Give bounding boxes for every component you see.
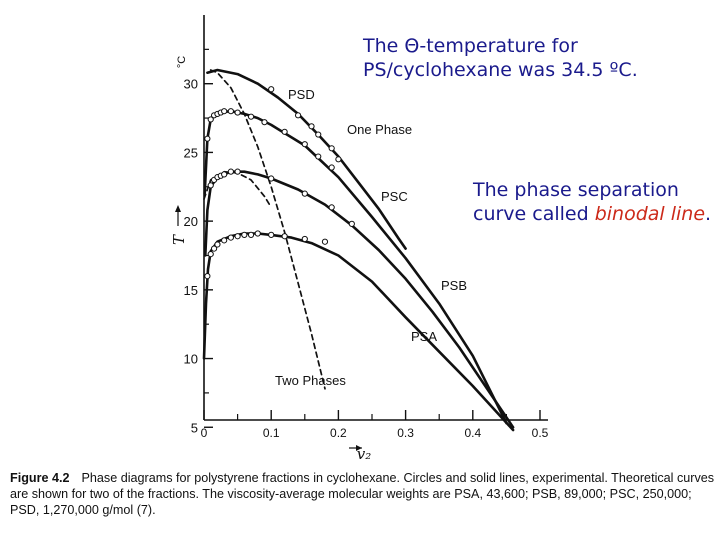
y-tick-label: 15 bbox=[184, 283, 198, 298]
psb-point bbox=[207, 116, 214, 123]
psc-point bbox=[221, 171, 228, 178]
annotation-psc: PSC bbox=[381, 189, 408, 204]
theory-4-curve bbox=[209, 69, 326, 390]
psc-point bbox=[301, 190, 308, 197]
theta-temperature-note: The Θ-temperature for PS/cyclohexane was… bbox=[363, 34, 638, 82]
psa-point bbox=[321, 238, 329, 245]
psd-point bbox=[315, 131, 322, 138]
data-points bbox=[204, 86, 355, 280]
y-tick-label: 10 bbox=[184, 352, 198, 367]
psc-point bbox=[207, 182, 214, 189]
y-axis-label: T bbox=[170, 234, 188, 245]
theta-note-line-2: PS/cyclohexane was 34.5 ºC. bbox=[363, 59, 638, 81]
x-axis-label: v₂ bbox=[357, 445, 372, 463]
psa-point bbox=[227, 234, 234, 241]
axes: 0 0.1 0.2 0.3 0.4 0.5 5 10 15 20 25 30 v₂ T °C bbox=[170, 15, 549, 463]
psa-point bbox=[281, 233, 288, 240]
psa-point bbox=[247, 231, 255, 238]
binodal-line-term: binodal line bbox=[594, 203, 706, 225]
psa-point bbox=[254, 230, 261, 237]
annotation-psa: PSA bbox=[411, 329, 437, 344]
psd-point bbox=[328, 145, 335, 152]
psd-point bbox=[308, 123, 315, 130]
psb-point bbox=[234, 109, 241, 116]
psa-point bbox=[207, 251, 214, 258]
annotation-psd: PSD bbox=[288, 87, 315, 102]
psb-point bbox=[261, 119, 268, 126]
figure-caption: Figure 4.2 Phase diagrams for polystyrene… bbox=[10, 470, 715, 518]
x-tick-label: 0.1 bbox=[263, 426, 280, 440]
psd-point bbox=[268, 86, 275, 93]
psa-point bbox=[204, 272, 211, 280]
psa-point bbox=[241, 231, 248, 238]
psc-point bbox=[348, 220, 355, 227]
annotations: PSD One Phase PSC PSB PSA Two Phases bbox=[275, 87, 467, 388]
x-tick-label: 0.3 bbox=[397, 426, 414, 440]
psb-point bbox=[315, 153, 322, 160]
psb-point bbox=[301, 141, 308, 148]
binodal-note: The phase separation curve called binoda… bbox=[473, 178, 711, 226]
y-tick-label: 5 bbox=[191, 420, 198, 435]
psb-point bbox=[247, 113, 255, 120]
psb-point bbox=[221, 108, 228, 115]
annotation-psb: PSB bbox=[441, 278, 467, 293]
y-unit-label: °C bbox=[176, 56, 188, 68]
psa-point bbox=[214, 241, 221, 248]
annotation-one-phase: One Phase bbox=[347, 122, 412, 137]
binodal-note-prefix: curve called bbox=[473, 203, 595, 225]
psc-curve bbox=[204, 170, 515, 429]
psa-point bbox=[221, 237, 228, 244]
psd-point bbox=[294, 112, 302, 119]
x-tick-label: 0.4 bbox=[464, 426, 481, 440]
psd-curve bbox=[206, 68, 407, 250]
psa-point bbox=[210, 245, 218, 252]
theta-note-line-1: The Θ-temperature for bbox=[363, 35, 578, 57]
x-tick-label: 0 bbox=[201, 426, 208, 440]
psb-curve bbox=[203, 109, 508, 425]
x-tick-label: 0.2 bbox=[330, 426, 347, 440]
y-tick-label: 30 bbox=[184, 77, 198, 92]
psc-point bbox=[268, 175, 275, 182]
annotation-two-phases: Two Phases bbox=[275, 373, 346, 388]
psb-point bbox=[227, 108, 234, 115]
psa-curve bbox=[202, 232, 515, 432]
binodal-note-line-2: curve called binodal line. bbox=[473, 202, 711, 226]
x-tick-label: 0.5 bbox=[532, 426, 549, 440]
figure-caption-text: Phase diagrams for polystyrene fractions… bbox=[10, 471, 715, 517]
psa-point bbox=[268, 231, 275, 238]
binodal-note-suffix: . bbox=[705, 203, 712, 225]
psb-point bbox=[281, 128, 288, 135]
binodal-note-line-1: The phase separation bbox=[473, 179, 679, 201]
psa-point bbox=[234, 233, 241, 240]
psa-point bbox=[301, 235, 308, 243]
x-axis-arrowhead bbox=[356, 445, 362, 451]
psb-point bbox=[204, 135, 211, 142]
psc-point bbox=[328, 204, 335, 211]
psd-point bbox=[335, 156, 342, 163]
phase-diagram-chart: 0 0.1 0.2 0.3 0.4 0.5 5 10 15 20 25 30 v₂ T °C PSD One … bbox=[170, 15, 549, 463]
y-tick-label: 25 bbox=[184, 145, 198, 160]
psc-point bbox=[227, 168, 234, 175]
figure-label: Figure 4.2 bbox=[10, 471, 70, 485]
psc-point bbox=[234, 168, 241, 175]
y-axis-arrowhead bbox=[175, 205, 181, 212]
psb-point bbox=[328, 164, 335, 171]
y-tick-label: 20 bbox=[184, 214, 198, 229]
